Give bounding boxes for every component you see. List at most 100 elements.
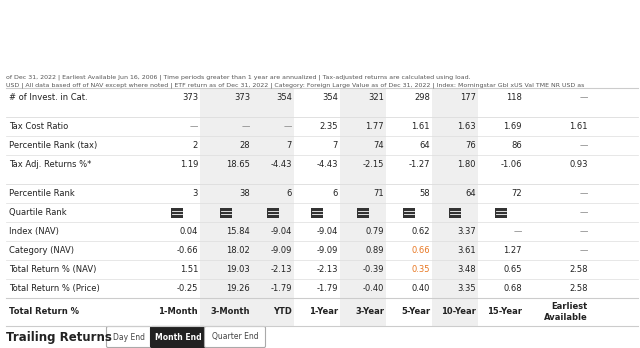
Text: -1.79: -1.79 bbox=[317, 284, 338, 293]
Text: 0.65: 0.65 bbox=[504, 265, 522, 274]
Text: 0.93: 0.93 bbox=[570, 160, 588, 169]
FancyBboxPatch shape bbox=[150, 326, 205, 348]
Text: 3.61: 3.61 bbox=[458, 246, 476, 255]
Text: of Dec 31, 2022 | Earliest Available Jun 16, 2006 | Time periods greater than 1 : of Dec 31, 2022 | Earliest Available Jun… bbox=[6, 74, 470, 79]
Text: 1-Month: 1-Month bbox=[158, 308, 198, 316]
Text: Total Return %: Total Return % bbox=[9, 308, 79, 316]
Bar bbox=[357, 207, 369, 218]
Text: -2.13: -2.13 bbox=[271, 265, 292, 274]
Text: 2.58: 2.58 bbox=[570, 284, 588, 293]
Text: 1.61: 1.61 bbox=[570, 122, 588, 131]
Text: # of Invest. in Cat.: # of Invest. in Cat. bbox=[9, 93, 88, 102]
Text: Total Return % (Price): Total Return % (Price) bbox=[9, 284, 100, 293]
Text: 7: 7 bbox=[287, 141, 292, 150]
Text: 0.35: 0.35 bbox=[412, 265, 430, 274]
Text: -0.39: -0.39 bbox=[362, 265, 384, 274]
Text: 72: 72 bbox=[511, 189, 522, 198]
Text: 2.58: 2.58 bbox=[570, 265, 588, 274]
Text: —: — bbox=[580, 208, 588, 217]
Text: 0.68: 0.68 bbox=[504, 284, 522, 293]
Text: -1.06: -1.06 bbox=[500, 160, 522, 169]
Text: -0.25: -0.25 bbox=[177, 284, 198, 293]
Text: 1.27: 1.27 bbox=[504, 246, 522, 255]
Bar bbox=[171, 207, 183, 218]
Text: 373: 373 bbox=[234, 93, 250, 102]
Text: 3: 3 bbox=[193, 189, 198, 198]
Text: 64: 64 bbox=[465, 189, 476, 198]
Text: Earliest
Available: Earliest Available bbox=[544, 302, 588, 322]
Text: 7: 7 bbox=[333, 141, 338, 150]
Text: -4.43: -4.43 bbox=[317, 160, 338, 169]
Text: 298: 298 bbox=[414, 93, 430, 102]
FancyBboxPatch shape bbox=[205, 326, 266, 348]
Text: 19.03: 19.03 bbox=[227, 265, 250, 274]
Bar bbox=[449, 207, 461, 218]
Bar bbox=[252, 88, 294, 326]
Text: 354: 354 bbox=[322, 93, 338, 102]
Text: 28: 28 bbox=[239, 141, 250, 150]
Text: 38: 38 bbox=[239, 189, 250, 198]
Text: -0.40: -0.40 bbox=[363, 284, 384, 293]
Text: 3.37: 3.37 bbox=[457, 227, 476, 236]
Bar bbox=[311, 207, 323, 218]
Text: 1.51: 1.51 bbox=[180, 265, 198, 274]
Text: -2.15: -2.15 bbox=[363, 160, 384, 169]
Text: 2: 2 bbox=[193, 141, 198, 150]
Text: 118: 118 bbox=[506, 93, 522, 102]
Text: Total Return % (NAV): Total Return % (NAV) bbox=[9, 265, 97, 274]
Text: -9.09: -9.09 bbox=[271, 246, 292, 255]
Text: 71: 71 bbox=[373, 189, 384, 198]
Text: -9.09: -9.09 bbox=[317, 246, 338, 255]
Bar bbox=[495, 207, 507, 218]
Text: —: — bbox=[580, 246, 588, 255]
Text: 3-Year: 3-Year bbox=[355, 308, 384, 316]
Text: 18.65: 18.65 bbox=[226, 160, 250, 169]
Text: -0.66: -0.66 bbox=[177, 246, 198, 255]
Text: Tax Cost Ratio: Tax Cost Ratio bbox=[9, 122, 68, 131]
Text: -4.43: -4.43 bbox=[271, 160, 292, 169]
Text: 3-Month: 3-Month bbox=[211, 308, 250, 316]
Text: —: — bbox=[580, 93, 588, 102]
Text: -9.04: -9.04 bbox=[317, 227, 338, 236]
Text: —: — bbox=[580, 141, 588, 150]
Text: —: — bbox=[580, 189, 588, 198]
Text: 10-Year: 10-Year bbox=[441, 308, 476, 316]
Text: 0.89: 0.89 bbox=[365, 246, 384, 255]
Bar bbox=[200, 88, 252, 326]
Text: 6: 6 bbox=[287, 189, 292, 198]
Text: 19.26: 19.26 bbox=[227, 284, 250, 293]
Text: Index (NAV): Index (NAV) bbox=[9, 227, 59, 236]
Text: Quartile Rank: Quartile Rank bbox=[9, 208, 67, 217]
Text: -1.27: -1.27 bbox=[408, 160, 430, 169]
Text: -2.13: -2.13 bbox=[317, 265, 338, 274]
Text: 76: 76 bbox=[465, 141, 476, 150]
Text: 15.84: 15.84 bbox=[227, 227, 250, 236]
Text: 74: 74 bbox=[373, 141, 384, 150]
Text: Quarter End: Quarter End bbox=[212, 332, 259, 341]
Text: 354: 354 bbox=[276, 93, 292, 102]
Text: 58: 58 bbox=[419, 189, 430, 198]
Text: 64: 64 bbox=[419, 141, 430, 150]
Text: —: — bbox=[284, 122, 292, 131]
Text: 18.02: 18.02 bbox=[227, 246, 250, 255]
Text: 1.63: 1.63 bbox=[458, 122, 476, 131]
Text: Trailing Returns: Trailing Returns bbox=[6, 331, 112, 343]
Text: 5-Year: 5-Year bbox=[401, 308, 430, 316]
Text: 1.69: 1.69 bbox=[504, 122, 522, 131]
Text: Day End: Day End bbox=[113, 332, 145, 341]
Text: 0.66: 0.66 bbox=[412, 246, 430, 255]
Text: Percentile Rank (tax): Percentile Rank (tax) bbox=[9, 141, 97, 150]
Text: YTD: YTD bbox=[273, 308, 292, 316]
Bar bbox=[403, 207, 415, 218]
Text: 15-Year: 15-Year bbox=[487, 308, 522, 316]
Text: 1-Year: 1-Year bbox=[309, 308, 338, 316]
Text: 0.40: 0.40 bbox=[412, 284, 430, 293]
Text: Percentile Rank: Percentile Rank bbox=[9, 189, 75, 198]
Text: 1.80: 1.80 bbox=[458, 160, 476, 169]
Text: 0.04: 0.04 bbox=[180, 227, 198, 236]
Text: 0.62: 0.62 bbox=[412, 227, 430, 236]
Text: Month End: Month End bbox=[155, 332, 202, 341]
Bar bbox=[432, 88, 478, 326]
Text: 86: 86 bbox=[511, 141, 522, 150]
Bar bbox=[340, 88, 386, 326]
